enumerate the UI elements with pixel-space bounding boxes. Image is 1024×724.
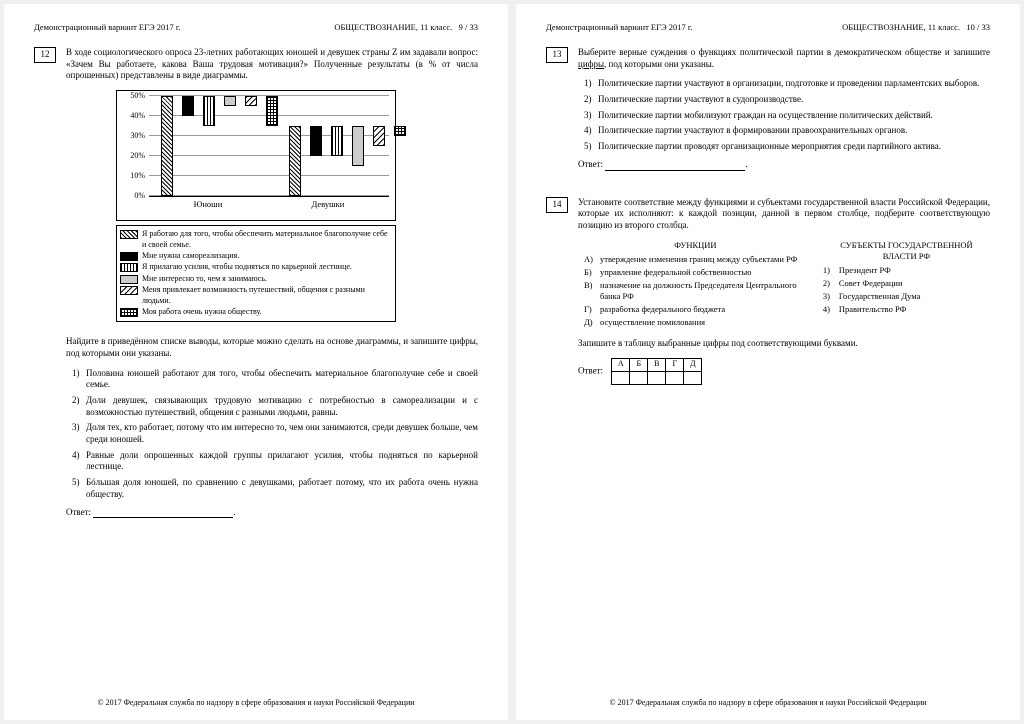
answer-options: 1)Половина юношей работают для того, что…: [72, 368, 478, 501]
page-num: 9 / 33: [459, 22, 478, 32]
header-left: Демонстрационный вариант ЕГЭ 2017 г.: [34, 22, 181, 33]
answer-line: Ответ: .: [66, 507, 478, 519]
question-text: Установите соответствие между функциями …: [578, 197, 990, 232]
question-text: В ходе социологического опроса 23-летних…: [66, 47, 478, 82]
page-header: Демонстрационный вариант ЕГЭ 2017 г. ОБЩ…: [546, 22, 990, 33]
question-number-box: 13: [546, 47, 568, 63]
x-axis-labels: Юноши Девушки: [149, 199, 389, 210]
answer-line: Ответ: .: [578, 159, 990, 171]
header-left: Демонстрационный вариант ЕГЭ 2017 г.: [546, 22, 693, 33]
question-instruction: Найдите в приведённом списке выводы, кот…: [66, 336, 478, 359]
matching-columns: ФУНКЦИИ А)утверждение изменения границ м…: [584, 240, 990, 330]
question-14: 14 Установите соответствие между функция…: [546, 197, 990, 385]
answer-blank[interactable]: [93, 508, 233, 518]
chart-legend: Я работаю для того, чтобы обеспечить мат…: [116, 225, 396, 322]
question-13: 13 Выберите верные суждения о функциях п…: [546, 47, 990, 171]
chart-container: 0%10%20%30%40%50% Юноши Девушки: [116, 90, 396, 221]
table-instruction: Запишите в таблицу выбранные цифры под с…: [578, 338, 990, 350]
subjects-column: СУБЪЕКТЫ ГОСУДАРСТВЕННОЙ ВЛАСТИ РФ 1)Пре…: [823, 240, 990, 330]
answer-table[interactable]: АБВГД: [611, 358, 702, 385]
page-num: 10 / 33: [966, 22, 990, 32]
page-left: Демонстрационный вариант ЕГЭ 2017 г. ОБЩ…: [4, 4, 508, 720]
page-header: Демонстрационный вариант ЕГЭ 2017 г. ОБЩ…: [34, 22, 478, 33]
page-right: Демонстрационный вариант ЕГЭ 2017 г. ОБЩ…: [516, 4, 1020, 720]
question-text: Выберите верные суждения о функциях поли…: [578, 47, 990, 70]
question-number-box: 12: [34, 47, 56, 63]
page-footer: © 2017 Федеральная служба по надзору в с…: [4, 698, 508, 708]
header-mid: ОБЩЕСТВОЗНАНИЕ, 11 класс.: [842, 22, 960, 32]
answer-line: Ответ: АБВГД: [578, 358, 990, 385]
answer-options: 1)Политические партии участвуют в органи…: [584, 78, 990, 152]
question-12: 12 В ходе социологического опроса 23-лет…: [34, 47, 478, 518]
functions-column: ФУНКЦИИ А)утверждение изменения границ м…: [584, 240, 807, 330]
header-mid: ОБЩЕСТВОЗНАНИЕ, 11 класс.: [334, 22, 452, 32]
bar-chart: 0%10%20%30%40%50%: [149, 97, 389, 197]
page-footer: © 2017 Федеральная служба по надзору в с…: [516, 698, 1020, 708]
answer-blank[interactable]: [605, 161, 745, 171]
question-number-box: 14: [546, 197, 568, 213]
